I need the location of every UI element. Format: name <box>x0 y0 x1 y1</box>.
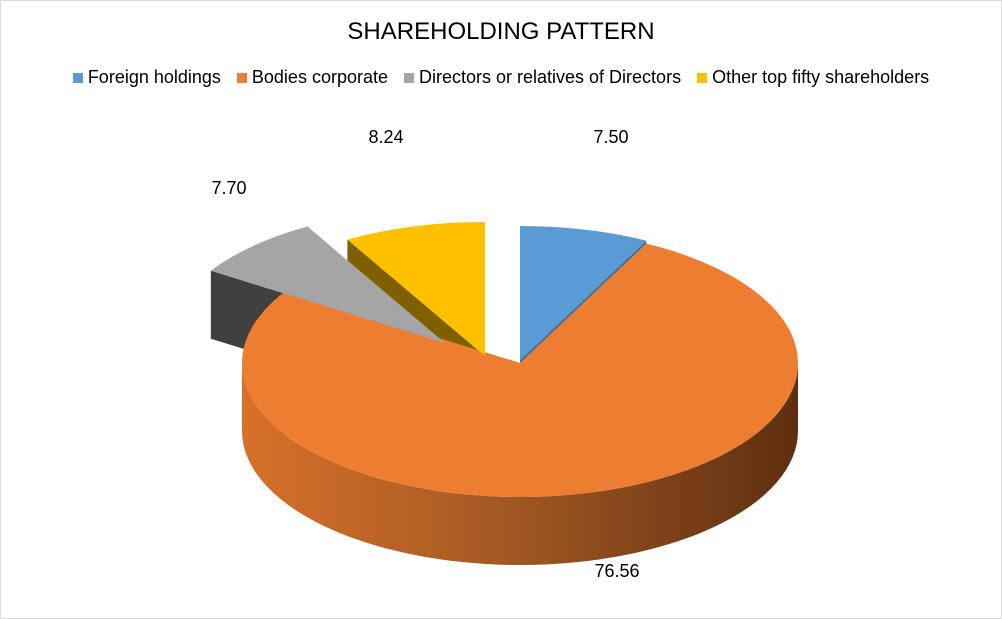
data-label-directors: 7.70 <box>211 178 246 198</box>
legend-swatch <box>72 72 83 83</box>
legend-item-foreign-holdings: Foreign holdings <box>72 67 221 88</box>
chart-title: SHAREHOLDING PATTERN <box>347 18 655 45</box>
pie-slice-directors <box>210 226 445 343</box>
legend-label: Bodies corporate <box>251 67 388 87</box>
legend-swatch <box>404 72 414 83</box>
legend-item-other-top-fifty: Other top fifty shareholders <box>697 67 929 88</box>
pie-slice-bodies-corporate <box>241 243 799 497</box>
legend-item-bodies-corporate: Bodies corporate <box>236 67 388 88</box>
legend-swatch <box>697 72 708 83</box>
chart-legend: Foreign holdings Bodies corporate Direct… <box>1 67 1001 88</box>
pie-top-faces <box>210 222 799 497</box>
legend-label: Other top fifty shareholders <box>712 67 930 87</box>
legend-item-directors: Directors or relatives of Directors <box>404 67 681 88</box>
data-label-foreign-holdings: 7.50 <box>593 127 628 147</box>
pie-data-labels: 7.50 76.56 7.70 8.24 <box>211 127 639 581</box>
legend-swatch <box>236 72 247 83</box>
data-label-other-top-fifty: 8.24 <box>368 127 403 147</box>
pie-slice-other-top-fifty <box>347 222 485 356</box>
slice-side-bodies-corporate <box>242 363 798 565</box>
legend-label: Directors or relatives of Directors <box>419 67 682 87</box>
data-label-bodies-corporate: 76.56 <box>594 561 639 581</box>
pie-slice-foreign-holdings <box>520 226 647 360</box>
legend-label: Foreign holdings <box>87 67 221 87</box>
